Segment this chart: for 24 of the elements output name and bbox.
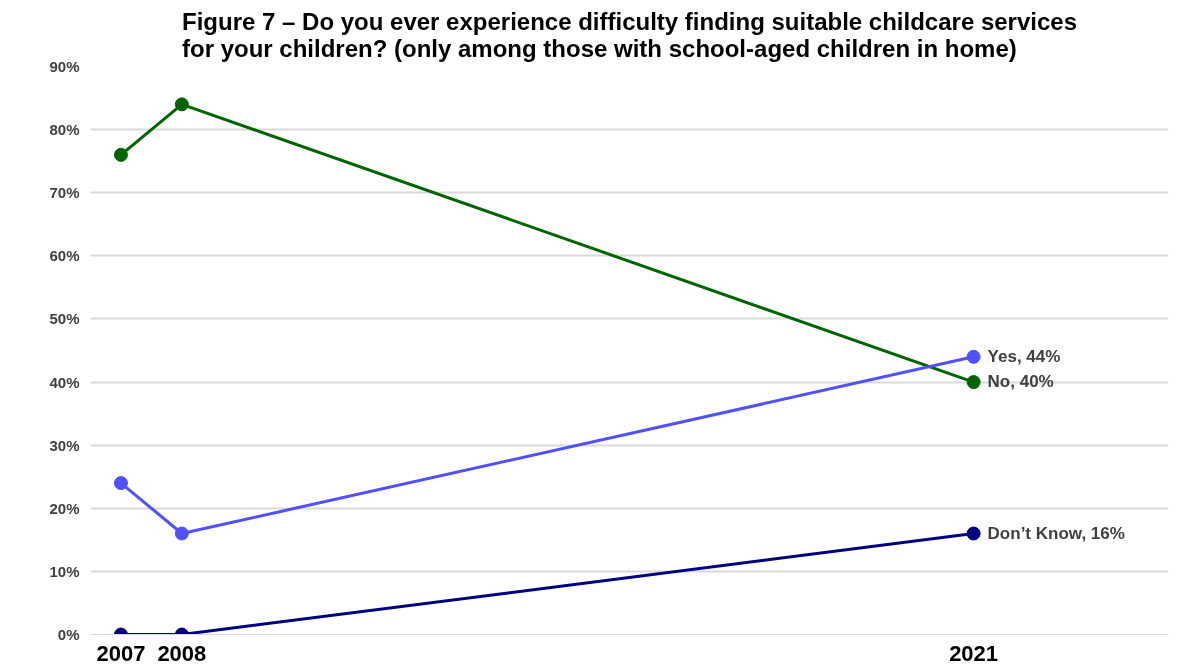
y-tick-label: 30% (49, 436, 80, 454)
x-tick-label: 2008 (157, 640, 207, 664)
y-tick-label: 10% (49, 562, 80, 580)
y-tick-label: 70% (49, 184, 80, 202)
data-label: No, 40% (987, 372, 1054, 392)
point (113, 476, 128, 491)
x-tick-label: 2021 (949, 640, 999, 664)
y-tick-label: 0% (57, 626, 80, 643)
point (966, 526, 981, 541)
data-label: Yes, 44% (987, 346, 1061, 366)
point (966, 375, 981, 390)
point (966, 349, 981, 364)
point (174, 97, 189, 112)
chart-title: Figure 7 – Do you ever experience difficulty finding suitable childcare services for your children? (only among those with school-aged children in home) (182, 7, 1077, 62)
x-tick-label: 2007 (96, 640, 146, 664)
point (174, 526, 189, 541)
y-tick-label: 50% (49, 310, 80, 328)
y-tick-label: 20% (49, 499, 80, 517)
y-tick-label: 80% (49, 121, 80, 139)
y-tick-label: 90% (49, 58, 80, 75)
data-label: Don’t Know, 16% (987, 523, 1125, 543)
y-tick-label: 40% (49, 373, 80, 391)
y-tick-label: 60% (49, 247, 80, 265)
point (113, 147, 128, 162)
